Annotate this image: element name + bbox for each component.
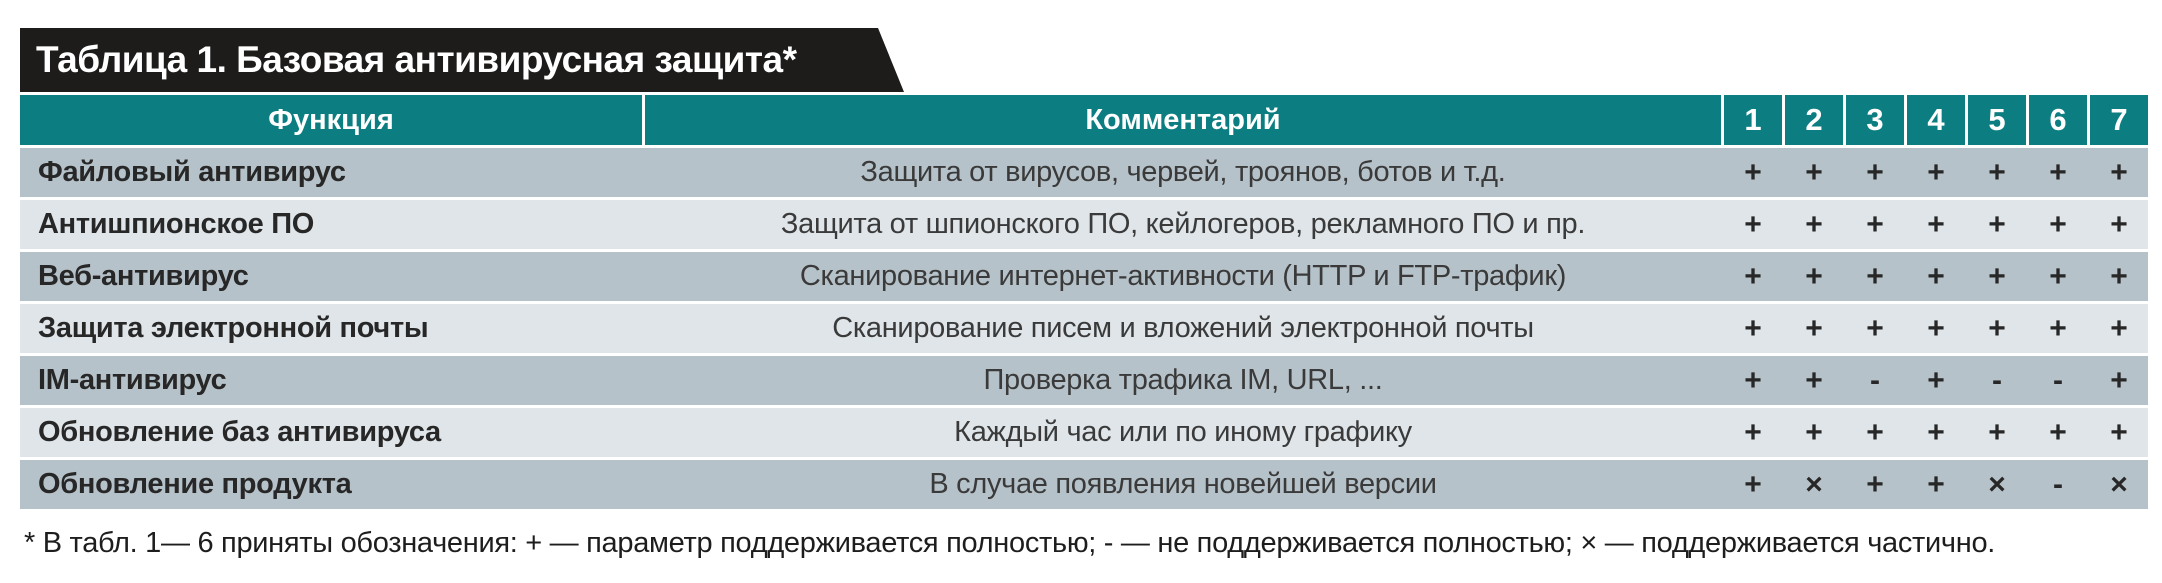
table-title-banner: Таблица 1. Базовая антивирусная защита*	[20, 28, 904, 92]
function-cell: Веб-антивирус	[38, 260, 249, 292]
support-value: +	[1744, 363, 1762, 397]
header-product-4: 4	[1907, 95, 1965, 145]
support-value: +	[1988, 415, 2006, 449]
support-value: +	[1927, 363, 1945, 397]
support-value: +	[1744, 467, 1762, 501]
function-cell: IM-антивирус	[38, 364, 227, 396]
support-value: +	[1866, 311, 1884, 345]
function-cell: Антишпионское ПО	[38, 208, 314, 240]
support-value: -	[2053, 467, 2063, 501]
support-value: +	[2110, 363, 2128, 397]
support-value: -	[2053, 363, 2063, 397]
support-value: -	[1992, 363, 2002, 397]
support-value: +	[1927, 467, 1945, 501]
function-cell: Обновление продукта	[38, 468, 352, 500]
header-product-1: 1	[1724, 95, 1782, 145]
support-value: +	[2049, 311, 2067, 345]
function-cell: Обновление баз антивируса	[38, 416, 441, 448]
support-value: +	[1927, 415, 1945, 449]
support-value: +	[1744, 415, 1762, 449]
support-value: +	[1805, 415, 1823, 449]
support-value: ×	[1988, 467, 2006, 501]
support-value: +	[1988, 155, 2006, 189]
support-value: +	[1866, 259, 1884, 293]
table-row: IM-антивирус Проверка трафика IM, URL, .…	[20, 356, 2148, 405]
header-product-3: 3	[1846, 95, 1904, 145]
table-row: Обновление продукта В случае появления н…	[20, 460, 2148, 509]
support-value: +	[1927, 311, 1945, 345]
support-value: ×	[1805, 467, 1823, 501]
support-value: +	[1805, 363, 1823, 397]
support-value: +	[1927, 155, 1945, 189]
support-value: +	[1805, 311, 1823, 345]
header-comment: Комментарий	[645, 95, 1721, 145]
support-value: +	[2110, 155, 2128, 189]
support-value: ×	[2110, 467, 2128, 501]
table-row: Защита электронной почты Сканирование пи…	[20, 304, 2148, 353]
support-value: +	[2110, 415, 2128, 449]
table-title: Таблица 1. Базовая антивирусная защита*	[36, 39, 797, 80]
table-row: Файловый антивирус Защита от вирусов, че…	[20, 148, 2148, 197]
support-value: +	[2110, 207, 2128, 241]
comment-cell: В случае появления новейшей версии	[929, 468, 1437, 500]
support-value: +	[1744, 259, 1762, 293]
antivirus-table: Функция Комментарий 1 2 3 4 5 6 7 Файлов…	[20, 95, 2148, 509]
table-header-row: Функция Комментарий 1 2 3 4 5 6 7	[20, 95, 2148, 145]
table-row: Антишпионское ПО Защита от шпионского ПО…	[20, 200, 2148, 249]
header-product-7: 7	[2090, 95, 2148, 145]
support-value: +	[2049, 259, 2067, 293]
support-value: +	[2110, 311, 2128, 345]
support-value: +	[1744, 207, 1762, 241]
support-value: +	[2049, 155, 2067, 189]
support-value: +	[2049, 207, 2067, 241]
header-function: Функция	[20, 95, 642, 145]
function-cell: Защита электронной почты	[38, 312, 429, 344]
support-value: +	[1805, 207, 1823, 241]
support-value: +	[1988, 207, 2006, 241]
function-cell: Файловый антивирус	[38, 156, 346, 188]
support-value: +	[1927, 259, 1945, 293]
support-value: +	[1805, 259, 1823, 293]
support-value: +	[1744, 155, 1762, 189]
table-row: Веб-антивирус Сканирование интернет-акти…	[20, 252, 2148, 301]
comment-cell: Сканирование интернет-активности (HTTP и…	[799, 260, 1567, 292]
comment-cell: Сканирование писем и вложений электронно…	[832, 312, 1534, 344]
support-value: +	[2049, 415, 2067, 449]
header-product-6: 6	[2029, 95, 2087, 145]
support-value: +	[1866, 415, 1884, 449]
comment-cell: Защита от шпионского ПО, кейлогеров, рек…	[780, 208, 1586, 240]
support-value: +	[1927, 207, 1945, 241]
table-footnote: * В табл. 1— 6 приняты обозначения: + — …	[24, 527, 1996, 559]
comment-cell: Каждый час или по иному графику	[954, 416, 1412, 448]
comment-cell: Проверка трафика IM, URL, ...	[983, 364, 1383, 396]
header-product-5: 5	[1968, 95, 2026, 145]
support-value: +	[1866, 467, 1884, 501]
support-value: +	[1866, 155, 1884, 189]
header-product-2: 2	[1785, 95, 1843, 145]
support-value: +	[1805, 155, 1823, 189]
comment-cell: Защита от вирусов, червей, троянов, бото…	[860, 156, 1506, 188]
table-row: Обновление баз антивируса Каждый час или…	[20, 408, 2148, 457]
support-value: -	[1870, 363, 1880, 397]
support-value: +	[1744, 311, 1762, 345]
support-value: +	[1866, 207, 1884, 241]
support-value: +	[2110, 259, 2128, 293]
support-value: +	[1988, 259, 2006, 293]
support-value: +	[1988, 311, 2006, 345]
